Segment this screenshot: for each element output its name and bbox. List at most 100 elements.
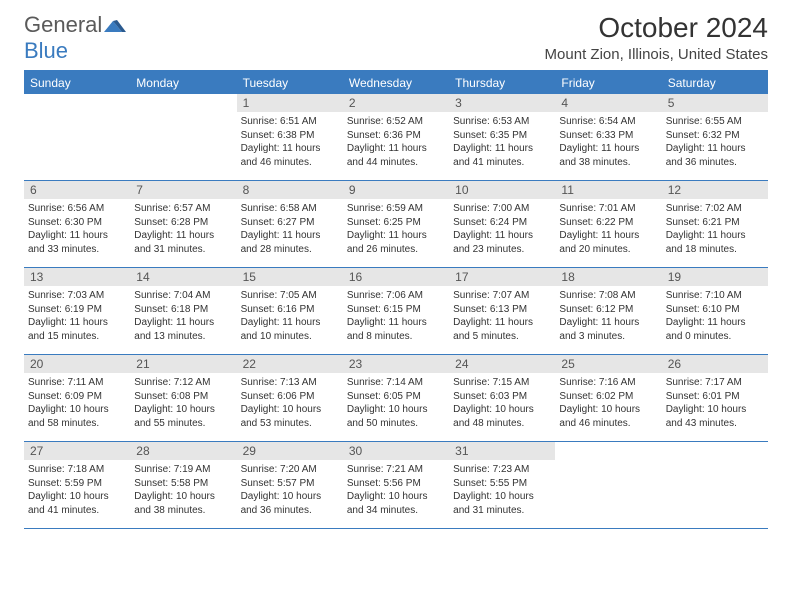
daylight-text: Daylight: 10 hours and 41 minutes. xyxy=(28,490,126,517)
sunrise-text: Sunrise: 7:00 AM xyxy=(453,202,551,216)
sunset-text: Sunset: 6:05 PM xyxy=(347,390,445,404)
calendar-cell: 11Sunrise: 7:01 AMSunset: 6:22 PMDayligh… xyxy=(555,181,661,267)
cell-body: Sunrise: 6:53 AMSunset: 6:35 PMDaylight:… xyxy=(449,112,555,172)
daylight-text: Daylight: 10 hours and 36 minutes. xyxy=(241,490,339,517)
sunset-text: Sunset: 6:27 PM xyxy=(241,216,339,230)
cell-body: Sunrise: 6:58 AMSunset: 6:27 PMDaylight:… xyxy=(237,199,343,259)
logo: General Blue xyxy=(24,12,126,64)
week-row: 27Sunrise: 7:18 AMSunset: 5:59 PMDayligh… xyxy=(24,442,768,529)
cell-body: Sunrise: 7:05 AMSunset: 6:16 PMDaylight:… xyxy=(237,286,343,346)
sunset-text: Sunset: 6:30 PM xyxy=(28,216,126,230)
week-row: 6Sunrise: 6:56 AMSunset: 6:30 PMDaylight… xyxy=(24,181,768,268)
cell-body: Sunrise: 6:54 AMSunset: 6:33 PMDaylight:… xyxy=(555,112,661,172)
daylight-text: Daylight: 11 hours and 33 minutes. xyxy=(28,229,126,256)
calendar-cell: . xyxy=(130,94,236,180)
daylight-text: Daylight: 11 hours and 38 minutes. xyxy=(559,142,657,169)
sunrise-text: Sunrise: 7:23 AM xyxy=(453,463,551,477)
cell-body: Sunrise: 7:19 AMSunset: 5:58 PMDaylight:… xyxy=(130,460,236,520)
calendar-cell: 15Sunrise: 7:05 AMSunset: 6:16 PMDayligh… xyxy=(237,268,343,354)
date-number: 12 xyxy=(662,181,768,199)
daylight-text: Daylight: 11 hours and 36 minutes. xyxy=(666,142,764,169)
sunset-text: Sunset: 6:12 PM xyxy=(559,303,657,317)
daylight-text: Daylight: 11 hours and 3 minutes. xyxy=(559,316,657,343)
sunrise-text: Sunrise: 6:51 AM xyxy=(241,115,339,129)
sunrise-text: Sunrise: 7:05 AM xyxy=(241,289,339,303)
cell-body: Sunrise: 7:15 AMSunset: 6:03 PMDaylight:… xyxy=(449,373,555,433)
cell-body: Sunrise: 7:04 AMSunset: 6:18 PMDaylight:… xyxy=(130,286,236,346)
daylight-text: Daylight: 11 hours and 28 minutes. xyxy=(241,229,339,256)
day-header: Sunday xyxy=(24,72,130,94)
daylight-text: Daylight: 11 hours and 10 minutes. xyxy=(241,316,339,343)
calendar-cell: 25Sunrise: 7:16 AMSunset: 6:02 PMDayligh… xyxy=(555,355,661,441)
sunrise-text: Sunrise: 7:03 AM xyxy=(28,289,126,303)
calendar-cell: 16Sunrise: 7:06 AMSunset: 6:15 PMDayligh… xyxy=(343,268,449,354)
cell-body: Sunrise: 7:14 AMSunset: 6:05 PMDaylight:… xyxy=(343,373,449,433)
daylight-text: Daylight: 11 hours and 20 minutes. xyxy=(559,229,657,256)
date-number: 30 xyxy=(343,442,449,460)
sunset-text: Sunset: 6:18 PM xyxy=(134,303,232,317)
daylight-text: Daylight: 10 hours and 55 minutes. xyxy=(134,403,232,430)
sunset-text: Sunset: 6:10 PM xyxy=(666,303,764,317)
week-row: 20Sunrise: 7:11 AMSunset: 6:09 PMDayligh… xyxy=(24,355,768,442)
cell-body: Sunrise: 7:11 AMSunset: 6:09 PMDaylight:… xyxy=(24,373,130,433)
calendar-cell: 21Sunrise: 7:12 AMSunset: 6:08 PMDayligh… xyxy=(130,355,236,441)
sunrise-text: Sunrise: 6:58 AM xyxy=(241,202,339,216)
calendar-cell: 17Sunrise: 7:07 AMSunset: 6:13 PMDayligh… xyxy=(449,268,555,354)
sunrise-text: Sunrise: 7:21 AM xyxy=(347,463,445,477)
calendar-cell: 4Sunrise: 6:54 AMSunset: 6:33 PMDaylight… xyxy=(555,94,661,180)
sunrise-text: Sunrise: 6:52 AM xyxy=(347,115,445,129)
calendar-cell: 10Sunrise: 7:00 AMSunset: 6:24 PMDayligh… xyxy=(449,181,555,267)
day-header: Thursday xyxy=(449,72,555,94)
title-block: October 2024 Mount Zion, Illinois, Unite… xyxy=(545,12,768,63)
sunset-text: Sunset: 5:55 PM xyxy=(453,477,551,491)
calendar-cell: 2Sunrise: 6:52 AMSunset: 6:36 PMDaylight… xyxy=(343,94,449,180)
date-number: 21 xyxy=(130,355,236,373)
daylight-text: Daylight: 11 hours and 18 minutes. xyxy=(666,229,764,256)
day-header: Saturday xyxy=(662,72,768,94)
sunrise-text: Sunrise: 7:07 AM xyxy=(453,289,551,303)
sunset-text: Sunset: 6:36 PM xyxy=(347,129,445,143)
daylight-text: Daylight: 10 hours and 38 minutes. xyxy=(134,490,232,517)
calendar-cell: 5Sunrise: 6:55 AMSunset: 6:32 PMDaylight… xyxy=(662,94,768,180)
sunset-text: Sunset: 6:21 PM xyxy=(666,216,764,230)
sunrise-text: Sunrise: 6:59 AM xyxy=(347,202,445,216)
daylight-text: Daylight: 11 hours and 26 minutes. xyxy=(347,229,445,256)
day-headers-row: Sunday Monday Tuesday Wednesday Thursday… xyxy=(24,72,768,94)
daylight-text: Daylight: 11 hours and 31 minutes. xyxy=(134,229,232,256)
daylight-text: Daylight: 11 hours and 13 minutes. xyxy=(134,316,232,343)
sunrise-text: Sunrise: 7:17 AM xyxy=(666,376,764,390)
calendar-cell: 3Sunrise: 6:53 AMSunset: 6:35 PMDaylight… xyxy=(449,94,555,180)
sunrise-text: Sunrise: 7:18 AM xyxy=(28,463,126,477)
month-title: October 2024 xyxy=(545,12,768,44)
sunset-text: Sunset: 6:15 PM xyxy=(347,303,445,317)
sunset-text: Sunset: 6:08 PM xyxy=(134,390,232,404)
daylight-text: Daylight: 11 hours and 8 minutes. xyxy=(347,316,445,343)
header: General Blue October 2024 Mount Zion, Il… xyxy=(24,12,768,64)
logo-text-blue: Blue xyxy=(24,38,68,63)
daylight-text: Daylight: 11 hours and 41 minutes. xyxy=(453,142,551,169)
calendar-cell: . xyxy=(662,442,768,528)
sunrise-text: Sunrise: 6:55 AM xyxy=(666,115,764,129)
daylight-text: Daylight: 10 hours and 48 minutes. xyxy=(453,403,551,430)
sunset-text: Sunset: 5:57 PM xyxy=(241,477,339,491)
daylight-text: Daylight: 10 hours and 58 minutes. xyxy=(28,403,126,430)
date-number: 10 xyxy=(449,181,555,199)
day-header: Friday xyxy=(555,72,661,94)
cell-body: Sunrise: 7:21 AMSunset: 5:56 PMDaylight:… xyxy=(343,460,449,520)
cell-body: Sunrise: 6:59 AMSunset: 6:25 PMDaylight:… xyxy=(343,199,449,259)
cell-body: Sunrise: 7:20 AMSunset: 5:57 PMDaylight:… xyxy=(237,460,343,520)
date-number: 28 xyxy=(130,442,236,460)
sunrise-text: Sunrise: 7:19 AM xyxy=(134,463,232,477)
cell-body: Sunrise: 6:55 AMSunset: 6:32 PMDaylight:… xyxy=(662,112,768,172)
sunrise-text: Sunrise: 7:10 AM xyxy=(666,289,764,303)
date-number: 9 xyxy=(343,181,449,199)
date-number: 15 xyxy=(237,268,343,286)
calendar-cell: 30Sunrise: 7:21 AMSunset: 5:56 PMDayligh… xyxy=(343,442,449,528)
date-number: 13 xyxy=(24,268,130,286)
calendar-cell: 8Sunrise: 6:58 AMSunset: 6:27 PMDaylight… xyxy=(237,181,343,267)
daylight-text: Daylight: 10 hours and 53 minutes. xyxy=(241,403,339,430)
date-number: 16 xyxy=(343,268,449,286)
logo-text-general: General xyxy=(24,12,102,37)
sunset-text: Sunset: 6:38 PM xyxy=(241,129,339,143)
cell-body: Sunrise: 7:08 AMSunset: 6:12 PMDaylight:… xyxy=(555,286,661,346)
